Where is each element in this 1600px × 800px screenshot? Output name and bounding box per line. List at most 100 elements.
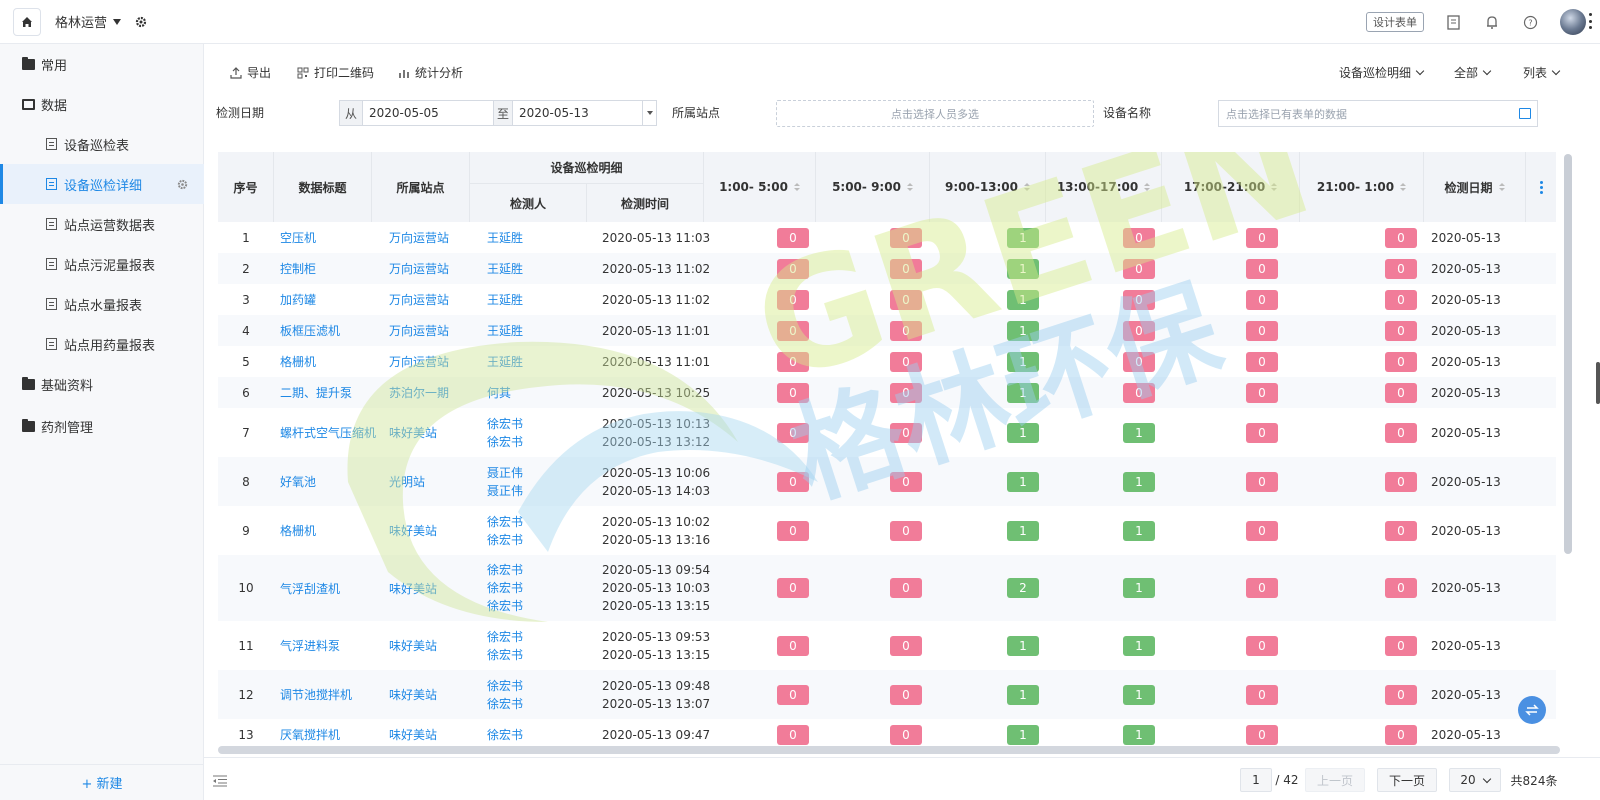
page-input[interactable]: 1 [1240,768,1272,792]
view-detail-dropdown[interactable]: 设备巡检明细 [1339,64,1425,81]
row-title-link[interactable]: 板框压滤机 [280,324,341,338]
inspector-link[interactable]: 徐宏书 [487,629,524,644]
table-row[interactable]: 8 好氧池 光明站 聂正伟 聂正伟 2020-05-13 10:06 2020-05-13 … [218,457,1556,506]
inspector-link[interactable]: 王延胜 [487,261,524,276]
swap-fab-button[interactable] [1518,696,1546,724]
inspector-link[interactable]: 徐宏书 [487,581,524,595]
inspector-link[interactable]: 徐宏书 [487,599,524,613]
row-title-link[interactable]: 二期、提升泵 [280,386,353,400]
inspector-link[interactable]: 王延胜 [487,292,524,307]
caret-down-icon[interactable] [642,101,656,125]
sidebar-item-dosage-report[interactable]: 站点用药量报表 [0,324,204,364]
row-title-link[interactable]: 好氧池 [280,475,317,489]
avatar[interactable] [1560,9,1592,35]
sort-icon[interactable] [1400,183,1407,191]
table-row[interactable]: 10 气浮刮渣机 味好美站 徐宏书 徐宏书 徐宏书 2020-05-13 09:54 2020… [218,555,1556,621]
row-site-link[interactable]: 味好美站 [389,581,438,596]
inspector-link[interactable]: 何其 [487,385,512,400]
page-size-select[interactable]: 20 [1449,768,1501,792]
row-site-link[interactable]: 苏泊尔一期 [389,386,450,400]
row-title-link[interactable]: 格栅机 [280,524,317,538]
horizontal-scrollbar[interactable] [218,746,1560,754]
print-qr-button[interactable]: 打印二维码 [297,64,374,81]
column-settings-button[interactable] [1526,152,1556,222]
inspector-link[interactable]: 徐宏书 [487,696,524,711]
header-time[interactable]: 检测时间 [587,184,704,222]
header-who[interactable]: 检测人 [470,184,587,222]
header-site[interactable]: 所属站点 [372,152,470,222]
row-site-link[interactable]: 万向运营站 [389,324,450,338]
prev-page-button[interactable]: 上一页 [1305,768,1365,792]
row-site-link[interactable]: 味好美站 [389,426,438,440]
vertical-scrollbar[interactable] [1564,154,1572,554]
table-row[interactable]: 5 格栅机 万向运营站 王延胜 2020-05-13 11:01 0 0 1 0 0 0 2020-0… [218,346,1556,377]
page-scroll-thumb[interactable] [1596,362,1600,404]
sort-icon[interactable] [1024,183,1031,191]
row-title-link[interactable]: 螺杆式空气压缩机 [280,426,377,440]
row-site-link[interactable]: 万向运营站 [389,231,450,245]
inspector-link[interactable]: 王延胜 [487,354,524,369]
sidebar-item-common[interactable]: 常用 [0,44,204,84]
site-select[interactable]: 点击选择人员多选 [776,100,1094,127]
sidebar-item-site-ops[interactable]: 站点运营数据表 [0,204,204,244]
row-title-link[interactable]: 气浮刮渣机 [280,581,341,596]
row-title-link[interactable]: 厌氧搅拌机 [280,728,341,742]
device-select[interactable]: 点击选择已有表单的数据 [1218,100,1538,127]
table-row[interactable]: 2 控制柜 万向运营站 王延胜 2020-05-13 11:02 0 0 1 0 0 0 2020-0… [218,253,1556,284]
settings-icon[interactable] [177,179,188,190]
sort-icon[interactable] [1498,183,1505,191]
export-button[interactable]: 导出 [230,64,271,81]
table-row[interactable]: 1 空压机 万向运营站 王延胜 2020-05-13 11:03 0 0 1 0 0 0 2020-0… [218,222,1556,253]
row-title-link[interactable]: 加药罐 [280,293,317,307]
row-title-link[interactable]: 空压机 [280,231,317,245]
row-site-link[interactable]: 万向运营站 [389,355,450,369]
header-slot-1[interactable]: 1:00- 5:00 [704,152,816,222]
table-row[interactable]: 9 格栅机 味好美站 徐宏书 徐宏书 2020-05-13 10:02 2020-05-13… [218,506,1556,555]
table-row[interactable]: 11 气浮进料泵 味好美站 徐宏书 徐宏书 2020-05-13 09:53 2020-05… [218,621,1556,670]
header-slot-3[interactable]: 9:00-13:00 [930,152,1046,222]
home-button[interactable] [13,7,41,36]
sidebar-item-sludge-report[interactable]: 站点污泥量报表 [0,244,204,284]
table-row[interactable]: 13 厌氧搅拌机 味好美站 徐宏书 2020-05-13 09:47 0 0 1 1 0 0 2020… [218,719,1556,750]
row-site-link[interactable]: 味好美站 [389,688,438,702]
sidebar-item-data[interactable]: 数据 [0,84,204,124]
date-from-input[interactable]: 2020-05-05 [369,106,439,120]
inspector-link[interactable]: 徐宏书 [487,727,524,742]
date-to-input[interactable]: 2020-05-13 [519,106,589,120]
inspector-link[interactable]: 徐宏书 [487,416,524,431]
sort-icon[interactable] [906,183,913,191]
row-title-link[interactable]: 格栅机 [280,355,317,369]
sidebar-item-reagent[interactable]: 药剂管理 [0,406,204,446]
header-title[interactable]: 数据标题 [274,152,372,222]
header-slot-4[interactable]: 13:00-17:00 [1046,152,1162,222]
inspector-link[interactable]: 聂正伟 [487,483,524,498]
table-row[interactable]: 4 板框压滤机 万向运营站 王延胜 2020-05-13 11:01 0 0 1 0 0 0 2020… [218,315,1556,346]
row-site-link[interactable]: 万向运营站 [389,293,450,307]
next-page-button[interactable]: 下一页 [1377,768,1437,792]
inspector-link[interactable]: 徐宏书 [487,514,524,529]
table-row[interactable]: 7 螺杆式空气压缩机 味好美站 徐宏书 徐宏书 2020-05-13 10:13 2020-… [218,408,1556,457]
sidebar-item-basic-data[interactable]: 基础资料 [0,364,204,404]
table-row[interactable]: 3 加药罐 万向运营站 王延胜 2020-05-13 11:02 0 0 1 0 0 0 2020-0… [218,284,1556,315]
table-row[interactable]: 6 二期、提升泵 苏泊尔一期 何其 2020-05-13 10:25 0 0 1 0 0 0 2020… [218,377,1556,408]
layout-dropdown[interactable]: 列表 [1523,64,1561,81]
header-no[interactable]: 序号 [218,152,274,222]
row-site-link[interactable]: 味好美站 [389,639,438,653]
more-icon[interactable] [1589,13,1592,29]
scope-dropdown[interactable]: 全部 [1454,64,1492,81]
header-slot-2[interactable]: 5:00- 9:00 [816,152,930,222]
inspector-link[interactable]: 徐宏书 [487,532,524,547]
inspector-link[interactable]: 徐宏书 [487,647,524,662]
inspector-link[interactable]: 王延胜 [487,230,524,245]
table-row[interactable]: 12 调节池搅拌机 味好美站 徐宏书 徐宏书 2020-05-13 09:48 2020-0… [218,670,1556,719]
row-title-link[interactable]: 控制柜 [280,262,317,276]
sort-icon[interactable] [793,183,800,191]
picker-icon[interactable] [1519,108,1531,119]
header-slot-5[interactable]: 17:00-21:00 [1162,152,1300,222]
inspector-link[interactable]: 徐宏书 [487,563,524,577]
row-title-link[interactable]: 调节池搅拌机 [280,688,353,702]
row-title-link[interactable]: 气浮进料泵 [280,639,341,653]
form-icon[interactable] [1446,14,1462,30]
row-site-link[interactable]: 光明站 [389,475,426,489]
header-slot-6[interactable]: 21:00- 1:00 [1300,152,1424,222]
